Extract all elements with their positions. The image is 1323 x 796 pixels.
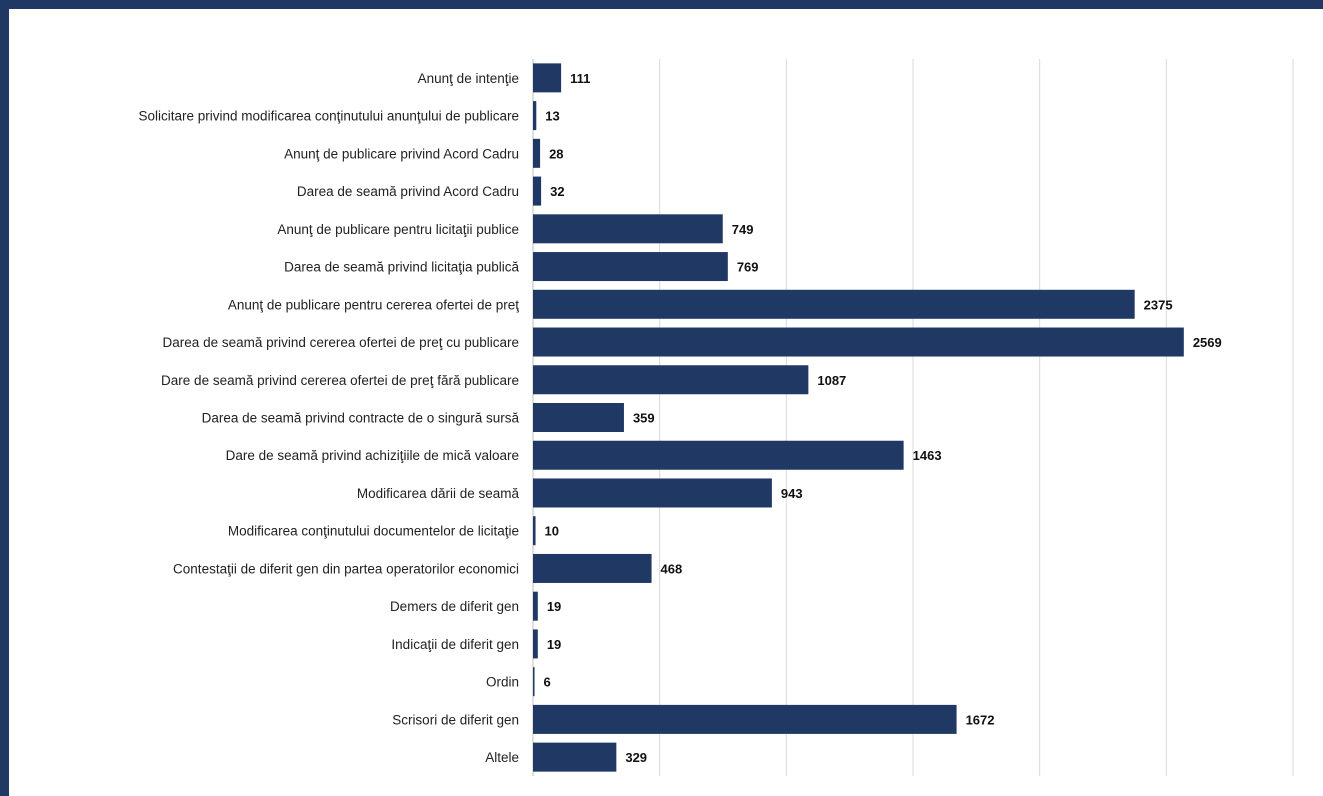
bar (533, 667, 535, 697)
data-label: 769 (737, 260, 759, 275)
bar (533, 629, 538, 659)
frame-left-border (0, 0, 9, 796)
category-label: Modificarea dării de seamă (357, 486, 520, 501)
category-label: Contestaţii de diferit gen din partea op… (173, 561, 519, 576)
bar (533, 63, 562, 93)
bar (533, 252, 728, 282)
data-label: 1087 (817, 373, 846, 388)
category-label: Modificarea conţinutului documentelor de… (228, 524, 519, 539)
data-label: 749 (732, 222, 754, 237)
category-label: Anunţ de intenţie (418, 71, 519, 86)
bar (533, 176, 542, 206)
category-label: Altele (485, 750, 519, 765)
data-label: 943 (781, 486, 803, 501)
category-label: Darea de seamă privind contracte de o si… (202, 411, 520, 426)
data-label: 359 (633, 411, 655, 426)
data-label: 32 (550, 184, 564, 199)
gridlines (532, 59, 1294, 776)
bar (533, 365, 809, 395)
value-labels: 111 13 28 32 749 769 2375 2569 1087 359 1463 943 10 4… (544, 71, 1222, 765)
bar (533, 478, 772, 508)
data-label: 2569 (1193, 335, 1222, 350)
category-label: Solicitare privind modificarea conţinutu… (139, 109, 519, 124)
bar (533, 101, 537, 131)
data-label: 6 (544, 675, 551, 690)
bar (533, 138, 541, 168)
bar (533, 214, 723, 244)
data-label: 2375 (1144, 297, 1173, 312)
data-label: 19 (547, 599, 561, 614)
category-label: Anunţ de publicare privind Acord Cadru (284, 146, 519, 161)
bar (533, 403, 624, 432)
frame-top-border (0, 0, 1323, 9)
category-label: Dare de seamă privind achiziţiile de mic… (226, 448, 519, 463)
bar (533, 327, 1184, 357)
bar (533, 742, 617, 772)
data-label: 10 (545, 524, 559, 539)
category-label: Anunţ de publicare pentru cererea oferte… (228, 297, 519, 312)
bar (533, 516, 536, 546)
bar (533, 440, 904, 470)
data-label: 1463 (913, 448, 942, 463)
category-label: Ordin (486, 675, 519, 690)
category-label: Demers de diferit gen (390, 599, 519, 614)
category-label: Dare de seamă privind cererea ofertei de… (161, 373, 519, 388)
bar (533, 289, 1135, 319)
category-label: Scrisori de diferit gen (392, 712, 519, 727)
category-label: Indicaţii de diferit gen (391, 637, 519, 652)
data-label: 468 (661, 561, 683, 576)
data-label: 28 (549, 146, 563, 161)
data-label: 19 (547, 637, 561, 652)
bars (533, 63, 1184, 772)
category-label: Darea de seamă privind licitaţia publică (284, 260, 519, 275)
data-label: 111 (570, 71, 590, 86)
data-label: 13 (545, 109, 559, 124)
bar (533, 704, 957, 734)
category-label: Darea de seamă privind cererea ofertei d… (163, 335, 519, 350)
bar (533, 553, 652, 583)
category-label: Anunţ de publicare pentru licitaţii publ… (277, 222, 519, 237)
category-labels: Anunţ de intenţie Solicitare privind modi… (139, 71, 520, 765)
data-label: 329 (625, 750, 647, 765)
bar (533, 591, 538, 621)
data-label: 1672 (966, 712, 995, 727)
category-label: Darea de seamă privind Acord Cadru (297, 184, 519, 199)
